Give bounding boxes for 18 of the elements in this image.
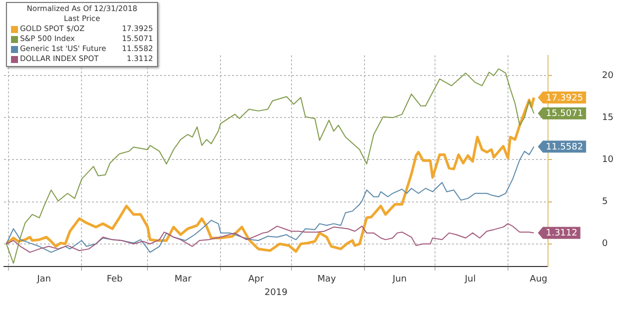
x-axis-title: 2019 xyxy=(264,288,288,298)
x-tick-label: Mar xyxy=(174,274,192,284)
data-label: 15.5071 xyxy=(546,109,584,120)
x-tick-label: Apr xyxy=(248,274,264,284)
x-tick-label: Feb xyxy=(106,274,123,284)
x-tick-label: Jul xyxy=(464,274,476,284)
data-label: 11.5582 xyxy=(546,142,584,152)
data-label: 1.3112 xyxy=(546,228,578,239)
y-tick-label: 15 xyxy=(602,113,614,124)
y-tick-label: 20 xyxy=(602,70,614,81)
y-tick-label: 10 xyxy=(602,155,614,166)
x-tick-label: May xyxy=(317,274,337,284)
y-tick-label: 0 xyxy=(602,239,608,250)
x-tick-label: Aug xyxy=(530,274,548,284)
x-tick-label: Jan xyxy=(36,274,51,284)
y-tick-label: 5 xyxy=(602,197,608,208)
data-label: 17.3925 xyxy=(546,93,584,104)
x-tick-label: Jun xyxy=(392,274,407,284)
